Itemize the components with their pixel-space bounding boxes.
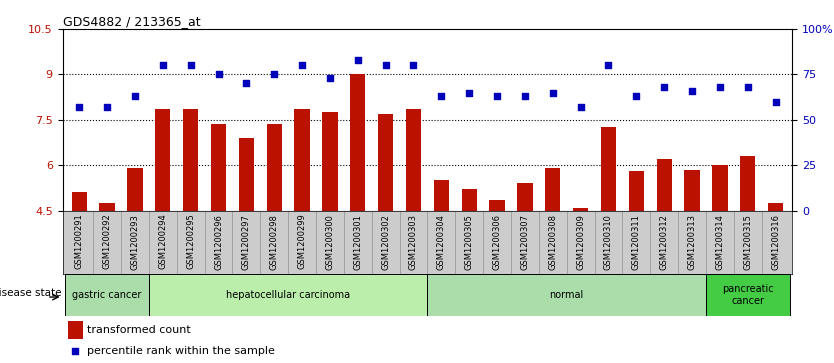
Point bbox=[518, 93, 531, 99]
Bar bbox=[183, 109, 198, 211]
Bar bbox=[629, 171, 644, 211]
Text: pancreatic
cancer: pancreatic cancer bbox=[722, 284, 774, 306]
Text: GSM1200301: GSM1200301 bbox=[354, 214, 362, 270]
Bar bbox=[768, 203, 783, 211]
Text: gastric cancer: gastric cancer bbox=[73, 290, 142, 300]
Bar bbox=[706, 274, 790, 316]
Text: GSM1200305: GSM1200305 bbox=[465, 214, 474, 270]
Text: GSM1200293: GSM1200293 bbox=[130, 214, 139, 270]
Bar bbox=[149, 274, 427, 316]
Text: GSM1200316: GSM1200316 bbox=[771, 214, 780, 270]
Text: GSM1200300: GSM1200300 bbox=[325, 214, 334, 270]
Bar bbox=[406, 109, 421, 211]
Text: GSM1200310: GSM1200310 bbox=[604, 214, 613, 270]
Text: GSM1200299: GSM1200299 bbox=[298, 214, 307, 269]
Point bbox=[295, 62, 309, 68]
Bar bbox=[740, 156, 756, 211]
Text: disease state: disease state bbox=[0, 288, 62, 298]
Text: GDS4882 / 213365_at: GDS4882 / 213365_at bbox=[63, 15, 200, 28]
Bar bbox=[99, 203, 115, 211]
Text: GSM1200295: GSM1200295 bbox=[186, 214, 195, 269]
Point bbox=[602, 62, 615, 68]
Point bbox=[574, 104, 587, 110]
Bar bbox=[600, 127, 616, 211]
Point bbox=[184, 62, 198, 68]
Point bbox=[351, 57, 364, 63]
Text: GSM1200307: GSM1200307 bbox=[520, 214, 530, 270]
Bar bbox=[239, 138, 254, 211]
Text: percentile rank within the sample: percentile rank within the sample bbox=[87, 346, 275, 356]
Text: GSM1200313: GSM1200313 bbox=[687, 214, 696, 270]
Text: normal: normal bbox=[550, 290, 584, 300]
Point bbox=[546, 90, 560, 95]
Text: hepatocellular carcinoma: hepatocellular carcinoma bbox=[226, 290, 350, 300]
Bar bbox=[434, 180, 449, 211]
Text: GSM1200296: GSM1200296 bbox=[214, 214, 223, 270]
Text: GSM1200312: GSM1200312 bbox=[660, 214, 669, 270]
Bar bbox=[128, 168, 143, 211]
Point bbox=[407, 62, 420, 68]
Point bbox=[769, 99, 782, 105]
Text: GSM1200311: GSM1200311 bbox=[632, 214, 641, 270]
Bar bbox=[712, 165, 727, 211]
Text: transformed count: transformed count bbox=[87, 326, 191, 335]
Point bbox=[324, 75, 337, 81]
Point bbox=[713, 84, 726, 90]
Point bbox=[239, 81, 253, 86]
Text: GSM1200294: GSM1200294 bbox=[158, 214, 168, 269]
Text: GSM1200302: GSM1200302 bbox=[381, 214, 390, 270]
Point bbox=[490, 93, 504, 99]
Bar bbox=[545, 168, 560, 211]
Point bbox=[435, 93, 448, 99]
Point bbox=[268, 72, 281, 77]
Bar bbox=[490, 200, 505, 211]
Bar bbox=[378, 114, 394, 211]
Bar bbox=[517, 183, 533, 211]
Text: GSM1200309: GSM1200309 bbox=[576, 214, 585, 270]
Point bbox=[73, 104, 86, 110]
Point bbox=[657, 84, 671, 90]
Point bbox=[630, 93, 643, 99]
Text: GSM1200297: GSM1200297 bbox=[242, 214, 251, 270]
Bar bbox=[461, 189, 477, 211]
Point bbox=[379, 62, 392, 68]
Text: GSM1200291: GSM1200291 bbox=[75, 214, 83, 269]
Point bbox=[128, 93, 142, 99]
Text: GSM1200303: GSM1200303 bbox=[409, 214, 418, 270]
Point bbox=[68, 348, 82, 354]
Text: GSM1200306: GSM1200306 bbox=[493, 214, 501, 270]
Text: GSM1200304: GSM1200304 bbox=[437, 214, 446, 270]
Bar bbox=[656, 159, 672, 211]
Bar bbox=[573, 208, 588, 211]
Bar bbox=[155, 109, 170, 211]
Text: GSM1200315: GSM1200315 bbox=[743, 214, 752, 270]
Point bbox=[686, 88, 699, 94]
Text: GSM1200298: GSM1200298 bbox=[269, 214, 279, 270]
Point bbox=[100, 104, 113, 110]
Point bbox=[463, 90, 476, 95]
Text: GSM1200292: GSM1200292 bbox=[103, 214, 112, 269]
Bar bbox=[72, 192, 87, 211]
Bar bbox=[211, 125, 226, 211]
Bar bbox=[685, 170, 700, 211]
Text: GSM1200314: GSM1200314 bbox=[716, 214, 725, 270]
Bar bbox=[427, 274, 706, 316]
Point bbox=[156, 62, 169, 68]
Point bbox=[741, 84, 755, 90]
Bar bbox=[294, 109, 309, 211]
Text: GSM1200308: GSM1200308 bbox=[548, 214, 557, 270]
Bar bbox=[267, 125, 282, 211]
Bar bbox=[68, 322, 83, 339]
Bar bbox=[322, 112, 338, 211]
Point bbox=[212, 72, 225, 77]
Bar bbox=[65, 274, 149, 316]
Bar bbox=[350, 74, 365, 211]
